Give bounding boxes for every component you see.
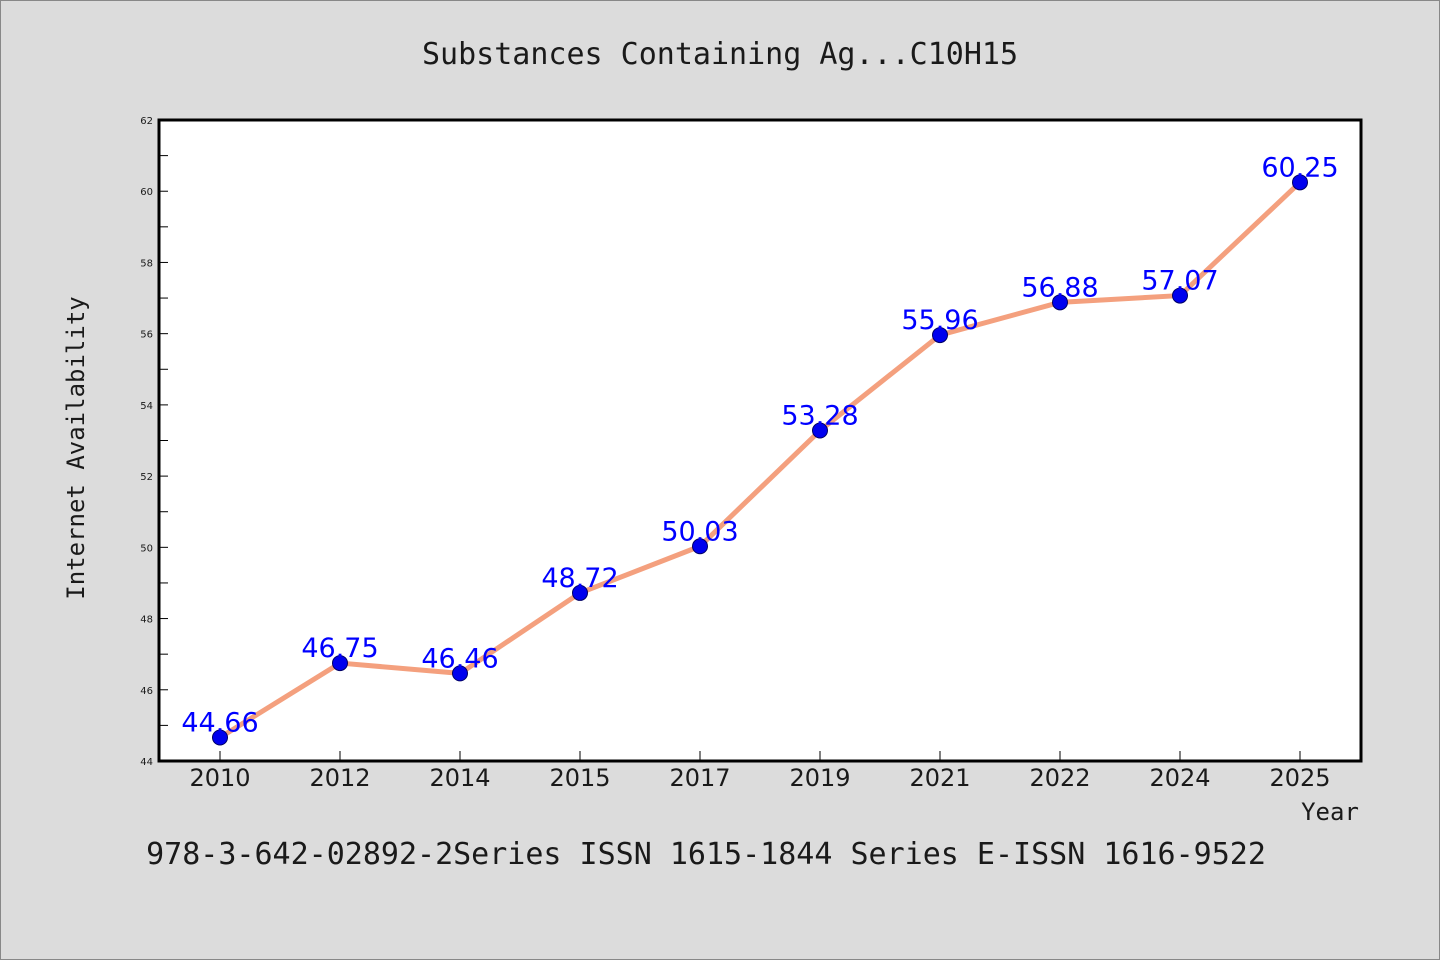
data-point	[572, 584, 588, 601]
y-axis-label: Internet Availability	[62, 296, 90, 599]
y-tick-label: 48	[140, 615, 153, 626]
y-tick-label: 44	[140, 757, 153, 768]
x-tick-label: 2024	[1149, 764, 1210, 792]
x-tick-label: 2022	[1029, 764, 1090, 792]
x-tick-label: 2012	[309, 764, 370, 792]
data-label: 46.46	[421, 643, 498, 674]
x-tick-label: 2021	[909, 764, 970, 792]
x-tick-label: 2010	[189, 764, 250, 792]
data-point	[932, 327, 948, 344]
x-tick-label: 2019	[789, 764, 850, 792]
data-point	[692, 538, 708, 555]
y-tick-label: 58	[140, 258, 153, 269]
y-tick-label: 60	[140, 187, 153, 198]
x-tick-label: 2015	[549, 764, 610, 792]
data-point	[1052, 294, 1068, 311]
data-label: 55.96	[901, 305, 978, 336]
data-point	[452, 665, 468, 682]
footer-text: 978-3-642-02892-2Series ISSN 1615-1844 S…	[146, 837, 1266, 872]
data-label: 46.75	[301, 633, 378, 664]
data-label: 48.72	[541, 563, 618, 594]
data-point	[212, 729, 228, 746]
data-point	[1292, 174, 1308, 191]
y-tick-label: 50	[140, 543, 153, 554]
y-tick-label: 52	[140, 472, 153, 483]
data-point	[1172, 287, 1188, 304]
y-axis: 44 46 48 50 52 54 56 58 60 62	[140, 116, 168, 768]
data-point	[332, 655, 348, 672]
data-label: 60.25	[1261, 152, 1338, 183]
x-tick-label: 2017	[669, 764, 730, 792]
series-layer: 44.66 46.75 46.46 48.72 50.03 53.28 55.96 56.88…	[181, 152, 1339, 746]
data-label: 44.66	[181, 707, 258, 738]
data-label: 53.28	[781, 401, 858, 432]
y-tick-label: 46	[140, 686, 153, 697]
plot-area	[159, 120, 1361, 761]
data-label: 50.03	[661, 516, 738, 547]
x-tick-label: 2025	[1269, 764, 1330, 792]
x-tick-label: 2014	[429, 764, 490, 792]
data-point	[812, 422, 828, 439]
y-tick-label: 56	[140, 330, 153, 341]
x-axis: 2010 2012 2014 2015 2017 2019 2021 2022 2024 2025	[189, 751, 1331, 792]
y-tick-label: 62	[140, 116, 153, 127]
x-axis-label: Year	[1301, 798, 1359, 826]
series-line	[217, 179, 1303, 740]
data-label: 57.07	[1141, 266, 1218, 297]
data-label: 56.88	[1021, 272, 1098, 303]
y-tick-label: 54	[140, 401, 153, 412]
chart-title: Substances Containing Ag...C10H15	[422, 37, 1018, 72]
plot-frame	[157, 118, 1363, 763]
